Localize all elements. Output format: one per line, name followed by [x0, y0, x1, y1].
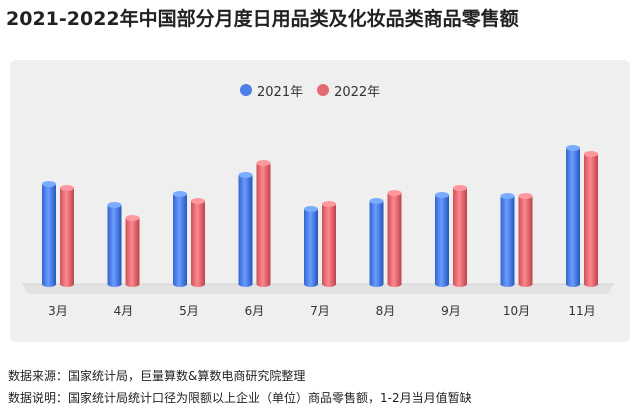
bar-body: [435, 195, 449, 287]
bar-top: [518, 193, 533, 199]
bar-body: [453, 188, 467, 287]
bar-top: [566, 145, 580, 151]
bar-top: [256, 160, 271, 166]
bar-body: [584, 154, 598, 287]
x-tick-label: 11月: [568, 304, 595, 318]
bar-body: [256, 163, 271, 287]
bar-top: [238, 172, 253, 178]
bar-body: [304, 209, 318, 287]
legend: 2021年 2022年: [240, 80, 394, 100]
bar-top: [173, 191, 187, 197]
bar-top: [584, 151, 598, 157]
bar-top: [322, 201, 336, 207]
bar-top: [453, 185, 467, 191]
legend-item-2021[interactable]: 2021年: [240, 81, 303, 100]
legend-label-2022: 2022年: [334, 84, 381, 100]
legend-label-2021: 2021年: [257, 84, 304, 100]
x-tick-label: 5月: [179, 304, 199, 318]
bar-2022-9[interactable]: [584, 151, 598, 287]
bar-2021-4[interactable]: [238, 172, 253, 287]
bar-body: [191, 201, 205, 287]
bar-top: [304, 206, 318, 212]
legend-swatch-2021: [240, 84, 252, 96]
bar-2022-1[interactable]: [60, 185, 74, 287]
bar-2021-5[interactable]: [304, 206, 318, 287]
bar-top: [369, 198, 384, 204]
legend-swatch-2022: [317, 84, 330, 96]
bar-body: [322, 204, 336, 287]
bar-2022-7[interactable]: [453, 185, 467, 287]
bar-2021-7[interactable]: [435, 192, 449, 287]
bar-top: [191, 198, 205, 204]
bar-2021-8[interactable]: [500, 193, 515, 287]
bar-top: [435, 192, 449, 198]
bar-top: [42, 181, 56, 187]
bar-2021-2[interactable]: [107, 202, 122, 287]
legend-item-2022[interactable]: 2022年: [317, 81, 380, 100]
x-tick-label: 10月: [503, 304, 530, 318]
bar-2021-9[interactable]: [566, 145, 580, 287]
bar-top: [125, 215, 140, 221]
bar-body: [369, 201, 384, 287]
bar-body: [173, 194, 187, 287]
bar-top: [500, 193, 515, 199]
bar-2021-1[interactable]: [42, 181, 56, 287]
bar-body: [125, 218, 140, 287]
bar-2022-8[interactable]: [518, 193, 533, 287]
bar-body: [518, 196, 533, 287]
footer-source: 数据来源：国家统计局，巨量算数&算数电商研究院整理: [8, 369, 306, 383]
bar-body: [42, 184, 56, 287]
chart-title: 2021-2022年中国部分月度日用品类及化妆品类商品零售额: [6, 8, 519, 30]
bar-body: [107, 205, 122, 287]
bar-2021-3[interactable]: [173, 191, 187, 287]
x-tick-label: 6月: [245, 304, 265, 318]
bar-2022-4[interactable]: [256, 160, 271, 287]
bar-2022-2[interactable]: [125, 215, 140, 287]
x-tick-label: 4月: [114, 304, 134, 318]
bar-2022-3[interactable]: [191, 198, 205, 287]
bar-body: [500, 196, 515, 287]
bar-body: [238, 175, 253, 287]
bar-body: [60, 188, 74, 287]
bar-top: [387, 190, 402, 196]
footer-note: 数据说明：国家统计局统计口径为限额以上企业（单位）商品零售额，1-2月当月值暂缺: [8, 391, 472, 405]
bar-2022-5[interactable]: [322, 201, 336, 287]
bar-top: [60, 185, 74, 191]
bar-body: [387, 193, 402, 287]
bar-2022-6[interactable]: [387, 190, 402, 287]
x-tick-label: 7月: [310, 304, 330, 318]
bar-top: [107, 202, 122, 208]
chart-floor: [22, 284, 614, 294]
bar-2021-6[interactable]: [369, 198, 384, 287]
bar-body: [566, 148, 580, 287]
x-tick-label: 3月: [48, 304, 68, 318]
x-tick-label: 8月: [376, 304, 396, 318]
x-tick-label: 9月: [441, 304, 461, 318]
